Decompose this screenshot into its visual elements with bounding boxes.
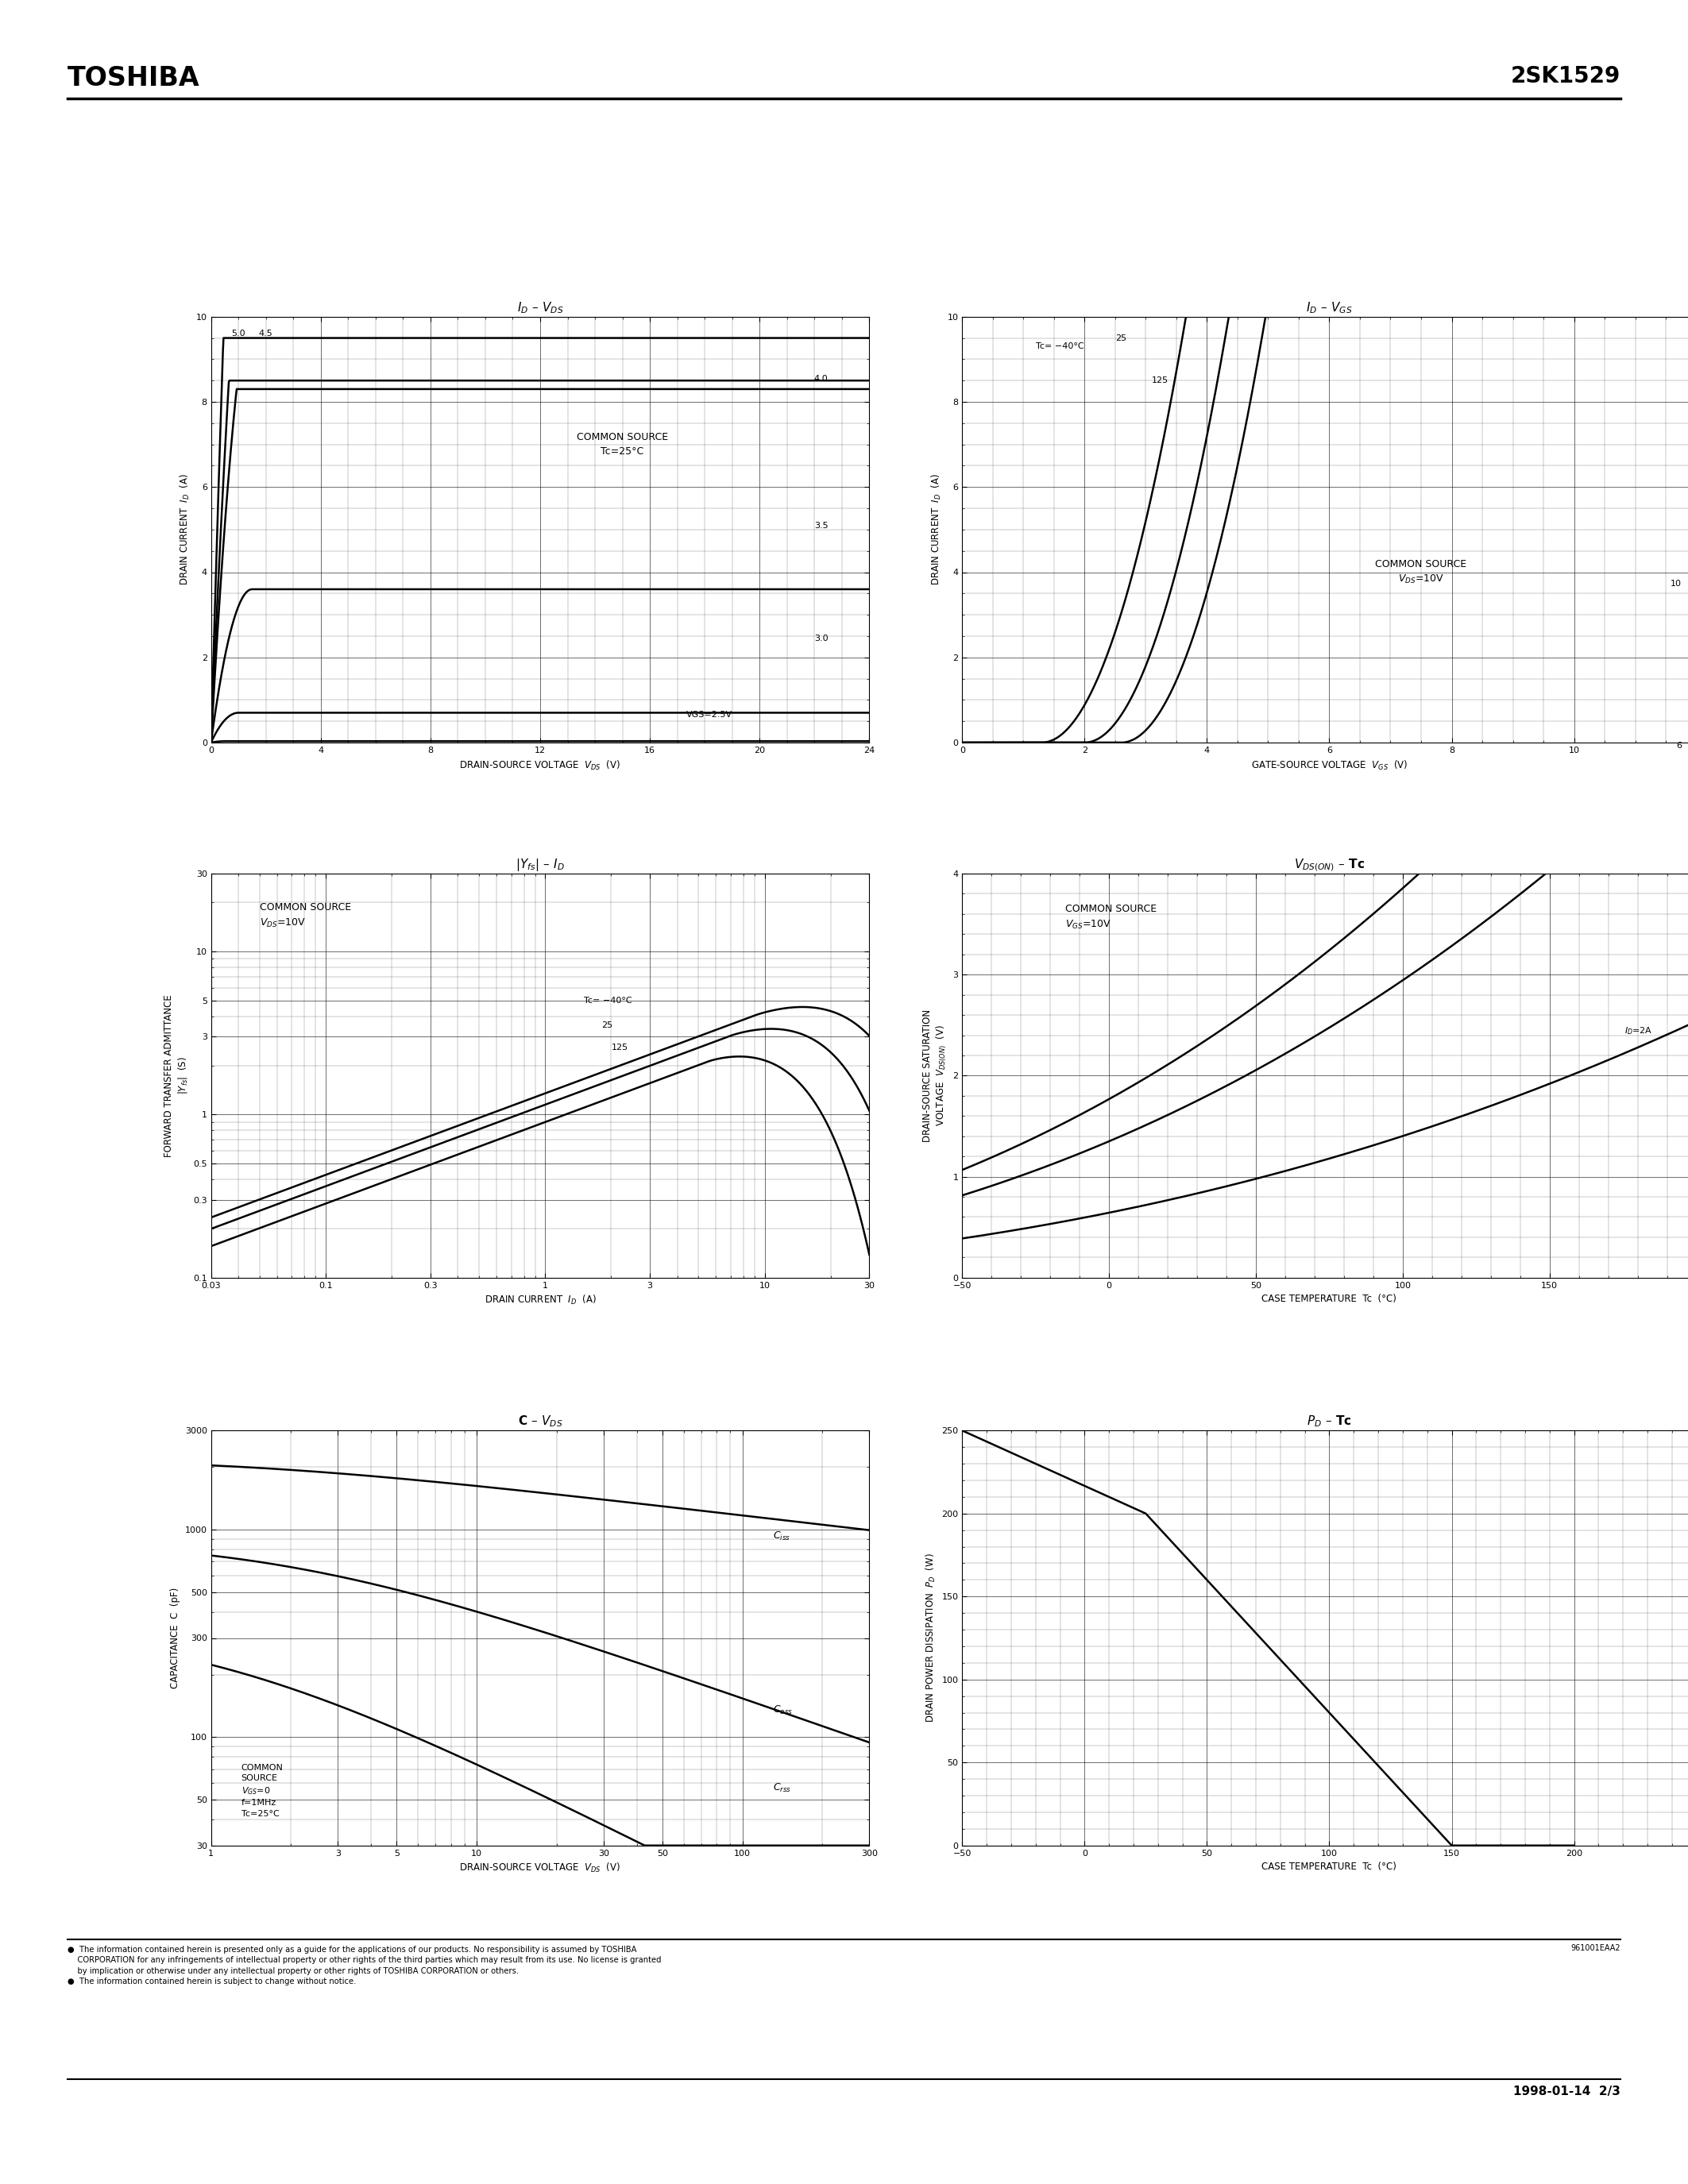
Y-axis label: DRAIN CURRENT  $I_D$  (A): DRAIN CURRENT $I_D$ (A) (930, 474, 944, 585)
Text: 1998-01-14  2/3: 1998-01-14 2/3 (1514, 2086, 1620, 2097)
Text: COMMON SOURCE
Tc=25°C: COMMON SOURCE Tc=25°C (577, 432, 668, 456)
Title: $|Y_{fs}|$ – $I_D$: $|Y_{fs}|$ – $I_D$ (515, 856, 565, 874)
Text: 4.5: 4.5 (258, 330, 273, 339)
X-axis label: CASE TEMPERATURE  Tc  (°C): CASE TEMPERATURE Tc (°C) (1263, 1293, 1396, 1304)
Title: $P_D$ – Tc: $P_D$ – Tc (1307, 1413, 1352, 1428)
Text: 25: 25 (601, 1022, 613, 1029)
Text: COMMON
SOURCE
$V_{GS}$=0
f=1MHz
Tc=25°C: COMMON SOURCE $V_{GS}$=0 f=1MHz Tc=25°C (241, 1765, 284, 1817)
Text: 125: 125 (1151, 376, 1168, 384)
Text: $C_{iss}$: $C_{iss}$ (773, 1531, 790, 1542)
X-axis label: DRAIN-SOURCE VOLTAGE  $V_{DS}$  (V): DRAIN-SOURCE VOLTAGE $V_{DS}$ (V) (459, 1861, 621, 1874)
Text: Tc= −40°C: Tc= −40°C (1036, 343, 1084, 349)
Text: COMMON SOURCE
$V_{DS}$=10V: COMMON SOURCE $V_{DS}$=10V (260, 902, 351, 928)
Text: $C_{oss}$: $C_{oss}$ (773, 1706, 793, 1717)
X-axis label: DRAIN CURRENT  $I_D$  (A): DRAIN CURRENT $I_D$ (A) (484, 1293, 596, 1306)
Text: 125: 125 (611, 1044, 628, 1051)
Title: $I_D$ – $V_{DS}$: $I_D$ – $V_{DS}$ (517, 299, 564, 314)
Text: 3.5: 3.5 (814, 522, 829, 529)
Text: $I_D$=2A: $I_D$=2A (1624, 1024, 1653, 1035)
Y-axis label: CAPACITANCE  C  (pF): CAPACITANCE C (pF) (170, 1588, 181, 1688)
X-axis label: CASE TEMPERATURE  Tc  (°C): CASE TEMPERATURE Tc (°C) (1263, 1861, 1396, 1872)
Title: $I_D$ – $V_{GS}$: $I_D$ – $V_{GS}$ (1307, 299, 1352, 314)
Y-axis label: FORWARD TRANSFER ADMITTANCE
$|Y_{fs}|$  (S): FORWARD TRANSFER ADMITTANCE $|Y_{fs}|$ (… (164, 994, 189, 1158)
Title: $V_{DS(ON)}$ – Tc: $V_{DS(ON)}$ – Tc (1295, 858, 1364, 874)
Text: Tc= −40°C: Tc= −40°C (584, 998, 631, 1005)
Y-axis label: DRAIN CURRENT  $I_D$  (A): DRAIN CURRENT $I_D$ (A) (179, 474, 192, 585)
Y-axis label: DRAIN-SOURCE SATURATION
VOLTAGE  $V_{DS(ON)}$  (V): DRAIN-SOURCE SATURATION VOLTAGE $V_{DS(O… (922, 1009, 949, 1142)
Text: 10: 10 (1671, 579, 1681, 587)
X-axis label: DRAIN-SOURCE VOLTAGE  $V_{DS}$  (V): DRAIN-SOURCE VOLTAGE $V_{DS}$ (V) (459, 758, 621, 771)
Title: C – $V_{DS}$: C – $V_{DS}$ (518, 1413, 562, 1428)
Text: 25: 25 (1116, 334, 1126, 343)
X-axis label: GATE-SOURCE VOLTAGE  $V_{GS}$  (V): GATE-SOURCE VOLTAGE $V_{GS}$ (V) (1251, 758, 1408, 771)
Text: COMMON SOURCE
$V_{DS}$=10V: COMMON SOURCE $V_{DS}$=10V (1376, 559, 1467, 585)
Text: 6: 6 (1676, 743, 1681, 749)
Text: ●  The information contained herein is presented only as a guide for the applica: ● The information contained herein is pr… (68, 1946, 662, 1985)
Text: VGS=2.5V: VGS=2.5V (685, 712, 733, 719)
Text: 961001EAA2: 961001EAA2 (1572, 1944, 1620, 1952)
Text: COMMON SOURCE
$V_{GS}$=10V: COMMON SOURCE $V_{GS}$=10V (1065, 904, 1156, 930)
Y-axis label: DRAIN POWER DISSIPATION  $P_D$  (W): DRAIN POWER DISSIPATION $P_D$ (W) (925, 1553, 937, 1723)
Text: $C_{rss}$: $C_{rss}$ (773, 1782, 792, 1793)
Text: 5.0: 5.0 (231, 330, 245, 339)
Text: TOSHIBA: TOSHIBA (68, 66, 199, 92)
Text: 3.0: 3.0 (814, 633, 829, 642)
Text: 4.0: 4.0 (814, 373, 829, 382)
Text: 2SK1529: 2SK1529 (1511, 66, 1620, 87)
